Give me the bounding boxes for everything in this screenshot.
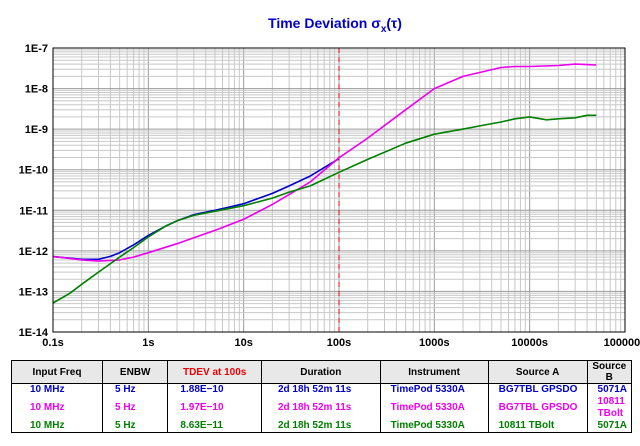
x-tick-labels: 0.1s 1s 10s 100s 1000s 10000s 100000s xyxy=(42,337,640,349)
table-row: 10 MHz 5 Hz 1.97E−10 2d 18h 52m 11s Time… xyxy=(11,396,633,420)
header-source-b: Source B xyxy=(586,360,633,384)
header-duration: Duration xyxy=(260,360,381,384)
cell-tdev: 1.97E−10 xyxy=(167,396,262,420)
y-tick-label: 1E-8 xyxy=(25,84,48,96)
y-tick-label: 1E-14 xyxy=(19,327,49,339)
header-instrument: Instrument xyxy=(379,360,489,384)
chart-title-tail: (τ) xyxy=(386,15,402,31)
cell-instrument: TimePod 5330A xyxy=(379,420,489,433)
cell-source-a: 10811 TBolt xyxy=(487,420,588,433)
cell-instrument: TimePod 5330A xyxy=(379,396,489,420)
cell-source-a: BG7TBL GPSDO xyxy=(487,396,588,420)
cell-source-a: BG7TBL GPSDO xyxy=(487,383,588,396)
cell-duration: 2d 18h 52m 11s xyxy=(260,420,381,433)
chart-title: Time Deviation σx(τ) xyxy=(268,15,402,35)
x-tick-label: 10000s xyxy=(511,337,548,349)
cell-duration: 2d 18h 52m 11s xyxy=(260,383,381,396)
y-tick-labels: 1E-14 1E-13 1E-12 1E-11 1E-10 1E-9 1E-8 1E-7 xyxy=(19,43,49,339)
header-tdev: TDEV at 100s xyxy=(167,360,262,384)
x-tick-label: 100s xyxy=(327,337,351,349)
legend-header-row: Input Freq ENBW TDEV at 100s Duration In… xyxy=(11,360,633,384)
plot-border xyxy=(52,47,626,333)
y-tick-label: 1E-7 xyxy=(25,43,48,55)
x-tick-label: 0.1s xyxy=(42,337,63,349)
cell-source-b: 5071A xyxy=(586,420,633,433)
chart-title-main: Time Deviation σ xyxy=(268,15,381,31)
x-tick-label: 1s xyxy=(142,337,154,349)
legend-table: Input Freq ENBW TDEV at 100s Duration In… xyxy=(11,360,633,433)
cell-enbw: 5 Hz xyxy=(101,396,169,420)
cell-input-freq: 10 MHz xyxy=(11,383,103,396)
series-line-3 xyxy=(52,114,597,304)
y-tick-label: 1E-13 xyxy=(19,286,48,298)
x-tick-label: 10s xyxy=(234,337,252,349)
x-tick-label: 1000s xyxy=(419,337,450,349)
x-tick-label: 100000s xyxy=(604,337,640,349)
chart-title-sub: x xyxy=(381,24,387,35)
cell-duration: 2d 18h 52m 11s xyxy=(260,396,381,420)
cell-input-freq: 10 MHz xyxy=(11,396,103,420)
cell-source-b: 5071A xyxy=(586,383,633,396)
y-tick-label: 1E-12 xyxy=(19,246,48,258)
series-line-2 xyxy=(52,63,597,262)
tdev-chart: Time Deviation σx(τ) 0.1s 1s 10s 100s 1000s 1… xyxy=(19,15,640,349)
cell-tdev: 1.88E−10 xyxy=(167,383,262,396)
cell-instrument: TimePod 5330A xyxy=(379,383,489,396)
table-row: 10 MHz 5 Hz 1.88E−10 2d 18h 52m 11s Time… xyxy=(11,383,633,396)
header-source-a: Source A xyxy=(487,360,588,384)
y-tick-label: 1E-9 xyxy=(25,124,48,136)
cell-input-freq: 10 MHz xyxy=(11,420,103,433)
header-input-freq: Input Freq xyxy=(11,360,103,384)
cell-enbw: 5 Hz xyxy=(101,420,169,433)
series-lines xyxy=(52,63,597,304)
table-row: 10 MHz 5 Hz 8.63E−11 2d 18h 52m 11s Time… xyxy=(11,420,633,433)
header-enbw: ENBW xyxy=(101,360,169,384)
y-tick-label: 1E-11 xyxy=(19,205,48,217)
cell-enbw: 5 Hz xyxy=(101,383,169,396)
cell-tdev: 8.63E−11 xyxy=(167,420,262,433)
cell-source-b: 10811 TBolt xyxy=(586,396,633,420)
y-tick-label: 1E-10 xyxy=(19,165,48,177)
